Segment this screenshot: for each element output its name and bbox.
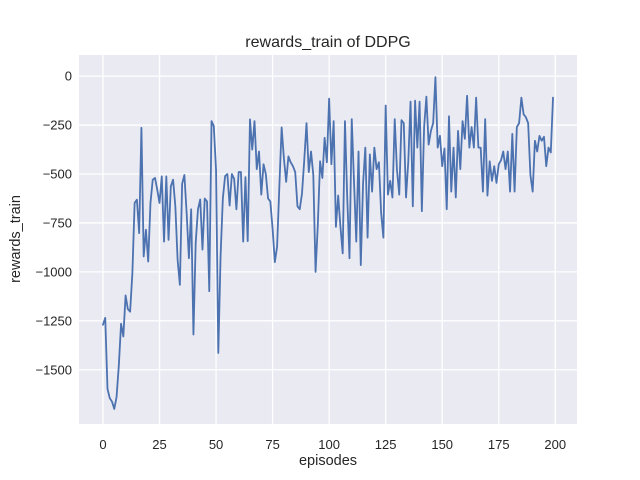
y-tick-label: 0	[64, 68, 72, 84]
y-tick-label: −750	[42, 215, 72, 231]
x-tick-label: 50	[208, 437, 224, 452]
chart-title: rewards_train of DDPG	[245, 34, 411, 51]
y-axis-label: rewards_train	[8, 195, 24, 283]
y-tick-label: −1500	[35, 362, 72, 378]
x-tick-label: 150	[431, 437, 454, 452]
x-tick-label: 25	[152, 437, 167, 452]
y-tick-label: −1250	[35, 313, 72, 329]
y-tick-label: −250	[42, 117, 72, 133]
x-tick-label: 175	[487, 437, 510, 452]
y-tick-label: −500	[42, 166, 72, 182]
y-tick-label: −1000	[35, 264, 72, 280]
x-tick-label: 100	[318, 437, 340, 452]
x-axis-label: episodes	[298, 453, 358, 469]
x-tick-label: 75	[265, 437, 280, 452]
series-line-rewards_train	[102, 76, 554, 410]
x-tick-label: 200	[544, 437, 567, 452]
x-tick-label: 0	[99, 437, 107, 452]
plot-area	[79, 55, 577, 424]
x-tick-label: 125	[374, 437, 397, 452]
